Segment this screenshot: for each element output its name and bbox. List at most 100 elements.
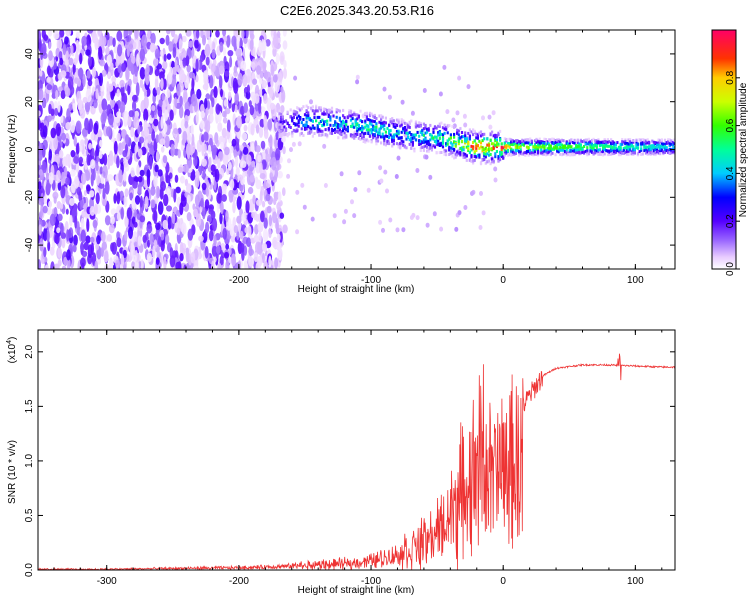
noise-cell xyxy=(82,74,86,87)
noise-cell xyxy=(120,254,125,267)
ridge-cell xyxy=(392,142,395,146)
ridge-cell xyxy=(541,151,544,155)
noise-cell xyxy=(249,30,254,38)
ridge-cell xyxy=(399,141,402,145)
noise-cell xyxy=(119,79,125,88)
ridge-cell xyxy=(443,127,446,131)
noise-cell xyxy=(95,162,99,172)
ridge-cell xyxy=(383,127,386,131)
ridge-cell xyxy=(296,111,299,115)
noise-cell xyxy=(190,124,194,136)
ridge-cell xyxy=(460,131,464,134)
ridge-cell xyxy=(280,120,283,124)
ridge-cell xyxy=(364,111,367,115)
ridge-cell xyxy=(310,127,313,131)
noise-cell xyxy=(205,93,211,100)
ridge-cell xyxy=(481,147,484,151)
ridge-cell xyxy=(300,127,303,131)
noise-cell xyxy=(201,158,208,167)
ridge-cell xyxy=(478,146,481,150)
noise-cell xyxy=(265,71,272,83)
ridge-cell xyxy=(508,142,511,146)
noise-cell xyxy=(170,143,175,157)
noise-cell xyxy=(99,166,103,175)
ridge-cell xyxy=(543,146,546,150)
ridge-cell xyxy=(619,143,622,147)
ridge-cell xyxy=(508,145,511,149)
ridge-cell xyxy=(486,148,489,152)
noise-cell xyxy=(91,107,96,115)
ridge-cell xyxy=(519,144,522,148)
ridge-cell xyxy=(383,137,386,141)
ridge-cell xyxy=(525,145,529,149)
noise-cell xyxy=(73,136,78,147)
noise-cell xyxy=(53,196,57,204)
ridge-cell xyxy=(424,126,427,130)
ridge-cell xyxy=(663,142,667,146)
ridge-cell xyxy=(400,118,403,122)
colorbar-tick-label: 0.6 xyxy=(725,118,736,132)
noise-cell xyxy=(135,82,140,97)
noise-cell xyxy=(75,39,80,54)
ridge-cell xyxy=(484,147,487,150)
noise-cell xyxy=(182,247,186,256)
noise-cell xyxy=(38,259,41,269)
ridge-cell xyxy=(296,129,299,133)
noise-cell xyxy=(177,149,181,159)
ridge-cell xyxy=(433,145,437,149)
noise-cell xyxy=(91,147,95,159)
ridge-cell xyxy=(299,133,302,137)
ridge-cell xyxy=(670,139,673,143)
noise-cell xyxy=(73,234,78,246)
ridge-cell xyxy=(494,155,497,159)
ridge-cell xyxy=(552,146,556,150)
ridge-cell xyxy=(500,145,503,149)
noise-cell xyxy=(438,91,443,97)
noise-cell xyxy=(255,124,260,134)
ridge-cell xyxy=(584,138,587,142)
noise-cell xyxy=(204,30,211,39)
noise-cell xyxy=(129,192,134,201)
ridge-cell xyxy=(568,141,571,145)
ridge-cell xyxy=(445,142,448,146)
ridge-cell xyxy=(368,121,372,125)
noise-cell xyxy=(48,30,53,37)
noise-cell xyxy=(425,222,430,228)
ridge-cell xyxy=(462,145,465,149)
ridge-cell xyxy=(670,148,673,152)
ridge-cell xyxy=(424,138,427,142)
colorbar-frame xyxy=(711,29,737,270)
ridge-cell xyxy=(319,106,322,110)
ridge-cell xyxy=(351,135,354,139)
noise-cell xyxy=(219,211,223,225)
noise-cell xyxy=(451,117,456,123)
noise-cell xyxy=(38,149,43,162)
ridge-cell xyxy=(549,138,552,142)
ridge-cell xyxy=(518,146,521,149)
noise-cell xyxy=(277,191,282,202)
ridge-cell xyxy=(343,121,346,125)
ridge-cell xyxy=(529,151,532,155)
noise-cell xyxy=(153,58,159,67)
noise-cell xyxy=(286,173,291,179)
ridge-cell xyxy=(503,142,506,146)
ridge-cell xyxy=(349,114,353,118)
ridge-cell xyxy=(491,147,494,151)
ridge-cell xyxy=(659,147,662,151)
ridge-cell xyxy=(392,124,395,128)
noise-cell xyxy=(291,141,296,147)
ridge-cell xyxy=(541,142,544,146)
ridge-cell xyxy=(540,141,543,145)
noise-cell xyxy=(79,199,84,211)
noise-cell xyxy=(85,35,92,47)
noise-cell xyxy=(268,228,272,239)
ridge-cell xyxy=(438,151,441,155)
noise-cell xyxy=(242,74,248,87)
noise-cell xyxy=(116,237,122,248)
y-tick-label: 20 xyxy=(24,96,35,108)
noise-cell xyxy=(78,156,84,164)
ridge-cell xyxy=(657,150,660,154)
noise-cell xyxy=(219,41,224,53)
noise-cell xyxy=(169,109,174,121)
noise-cell xyxy=(140,259,144,269)
